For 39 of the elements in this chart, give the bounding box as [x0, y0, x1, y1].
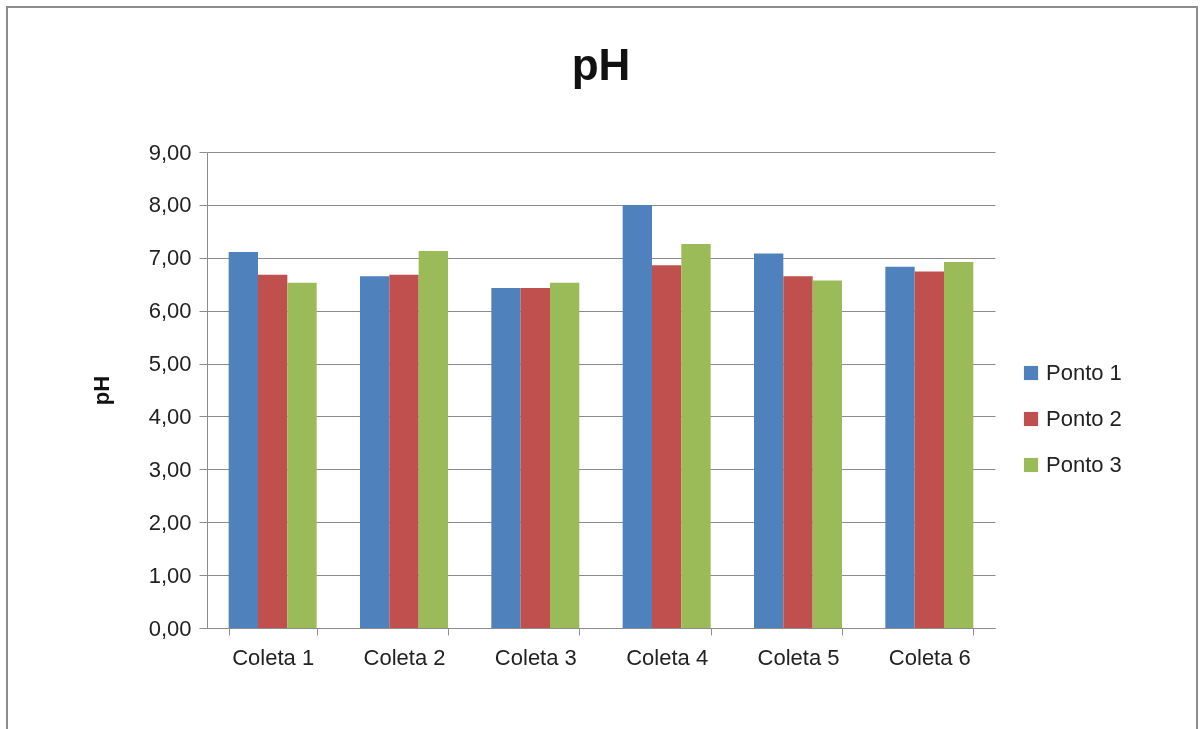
y-tick-label: 0,00 [148, 615, 192, 641]
bar [287, 282, 317, 628]
legend-label: Ponto 2 [1046, 406, 1122, 431]
y-tick-label: 6,00 [148, 298, 192, 324]
bar [258, 274, 288, 628]
y-tick-label: 5,00 [148, 351, 192, 377]
bar [754, 253, 784, 628]
y-tick-label: 7,00 [148, 245, 192, 271]
bar [520, 287, 550, 628]
bar [550, 282, 580, 628]
bar [681, 244, 711, 628]
bar [812, 280, 842, 628]
y-tick-label: 9,00 [148, 139, 192, 165]
x-tick-label: Coleta 4 [626, 644, 709, 670]
chart-title: pH [571, 40, 631, 89]
y-tick-label: 4,00 [148, 403, 192, 429]
bar [914, 271, 944, 628]
x-tick-label: Coleta 1 [232, 644, 315, 670]
bar [228, 251, 258, 628]
y-tick-label: 1,00 [148, 562, 192, 588]
bar [944, 262, 974, 628]
bar [491, 287, 521, 628]
bar [389, 274, 419, 628]
bar [885, 266, 915, 628]
y-tick-label: 3,00 [148, 456, 192, 482]
x-tick-label: Coleta 3 [494, 644, 577, 670]
legend-label: Ponto 1 [1046, 360, 1122, 385]
x-tick-label: Coleta 2 [363, 644, 446, 670]
legend-label: Ponto 3 [1046, 452, 1122, 477]
y-tick-label: 2,00 [148, 509, 192, 535]
y-axis-title: pH [88, 375, 114, 406]
x-tick-label: Coleta 5 [757, 644, 840, 670]
bar [783, 276, 813, 628]
bar [652, 265, 682, 628]
y-tick-label: 8,00 [148, 192, 192, 218]
bar [360, 276, 390, 628]
bar [418, 250, 448, 628]
bar [622, 204, 652, 628]
x-tick-label: Coleta 6 [888, 644, 971, 670]
